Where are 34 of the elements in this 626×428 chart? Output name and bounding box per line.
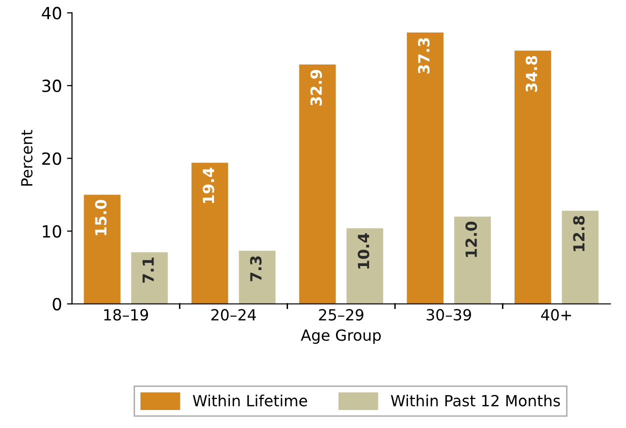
data-label: 32.9: [310, 70, 322, 106]
data-label: 19.4: [202, 168, 214, 204]
y-tick-label: 10: [42, 225, 62, 238]
data-label: 7.3: [250, 256, 262, 282]
y-tick-label: 0: [52, 298, 62, 310]
data-label: 34.8: [526, 56, 538, 92]
y-tick-label: 40: [42, 6, 62, 20]
x-tick-label: 30–39: [426, 309, 472, 321]
y-axis-title: Percent: [21, 130, 33, 186]
bar: [406, 32, 444, 304]
bar: [562, 210, 599, 304]
x-tick-label: 18–19: [104, 309, 148, 321]
x-tick-label: 25–29: [319, 309, 364, 321]
data-label: 7.1: [142, 258, 154, 283]
bar: [84, 194, 120, 304]
bar: [299, 64, 336, 304]
data-label: 12.0: [465, 222, 477, 257]
x-tick-label: 40+: [541, 309, 572, 321]
legend-label: Within Lifetime: [192, 394, 308, 406]
data-label: 12.8: [573, 216, 585, 252]
bar: [192, 162, 228, 304]
data-label: 15.0: [95, 200, 107, 236]
bar: [238, 250, 276, 304]
bar: [454, 216, 491, 304]
x-tick-label: 20–24: [211, 309, 256, 321]
y-tick-label: 30: [42, 80, 62, 92]
bar: [514, 50, 552, 304]
data-label: 10.4: [358, 233, 370, 269]
legend-label: Within Past 12 Months: [390, 394, 560, 406]
bar: [131, 252, 168, 304]
bar: [346, 228, 384, 304]
y-tick-label: 20: [42, 152, 62, 165]
data-label: 37.3: [418, 38, 430, 74]
x-axis-title: Age Group: [300, 329, 381, 344]
